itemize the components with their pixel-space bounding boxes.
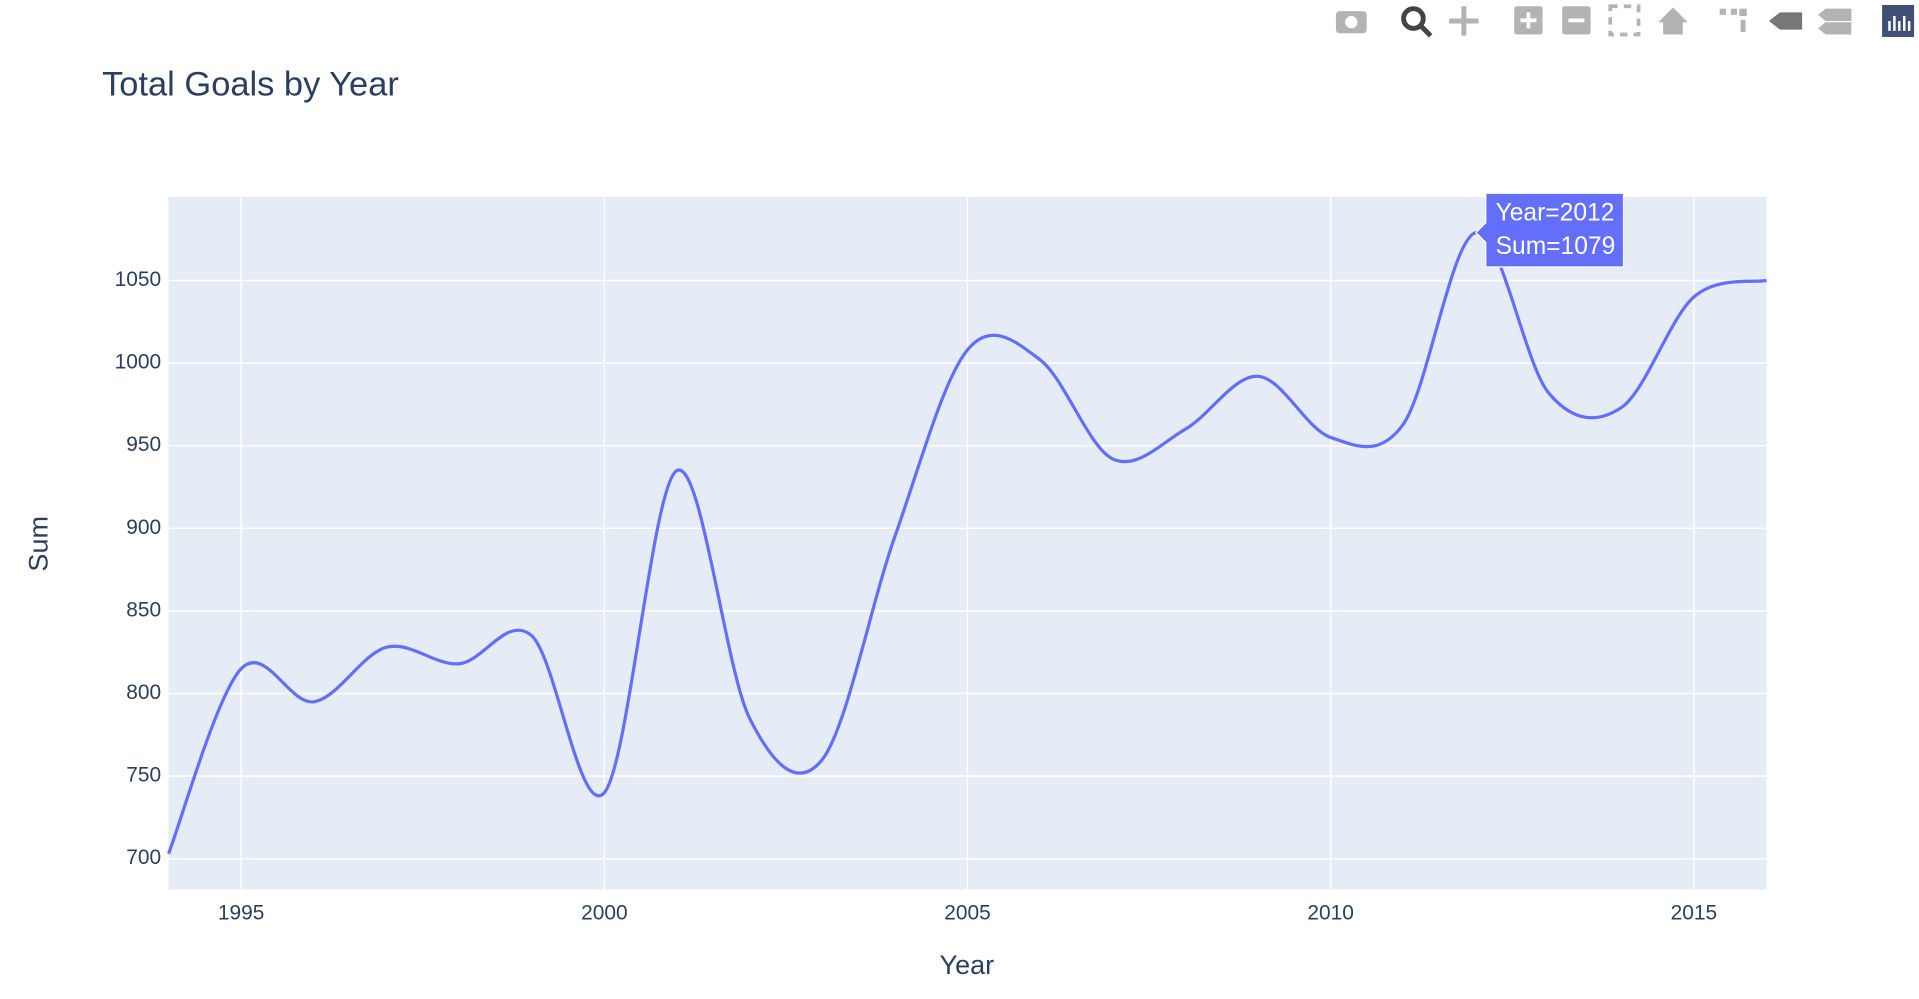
- chart-title: Total Goals by Year: [102, 65, 399, 103]
- pan-button[interactable]: [1449, 6, 1479, 36]
- plotly-logo[interactable]: [1882, 4, 1915, 37]
- hover-text: Year=2012: [1496, 200, 1615, 227]
- hover-compare-button[interactable]: [1818, 8, 1852, 35]
- y-tick-label: 850: [126, 598, 161, 621]
- y-axis-title: Sum: [24, 516, 54, 572]
- reset-button[interactable]: [1658, 7, 1688, 35]
- modebar: [1335, 4, 1915, 38]
- y-tick-label: 900: [126, 516, 161, 539]
- zoom-in-button[interactable]: [1514, 6, 1543, 35]
- hover-text: Sum=1079: [1496, 233, 1616, 260]
- x-tick-label: 1995: [218, 902, 265, 925]
- autoscale-button[interactable]: [1608, 4, 1641, 37]
- y-tick-label: 1000: [115, 351, 162, 374]
- y-tick-label: 800: [126, 681, 161, 704]
- zoom-out-button[interactable]: [1562, 6, 1591, 35]
- y-tick-label: 1050: [115, 268, 162, 291]
- x-tick-label: 2000: [581, 902, 628, 925]
- x-tick-label: 2005: [944, 902, 991, 925]
- hover-box: [1475, 192, 1625, 268]
- x-axis-title: Year: [940, 950, 995, 980]
- y-tick-label: 950: [126, 433, 161, 456]
- grid: 700 750 800 850 900 950 1000 1050 1995 2000 2005 20…: [115, 196, 1767, 925]
- zoom-button[interactable]: [1401, 6, 1433, 38]
- y-tick-label: 700: [126, 846, 161, 869]
- hover-label: Year=2012 Sum=1079: [1475, 192, 1625, 268]
- y-tick-label: 750: [126, 764, 161, 787]
- x-tick-label: 2010: [1307, 902, 1354, 925]
- spikelines-button[interactable]: [1719, 8, 1747, 33]
- camera-button[interactable]: [1335, 11, 1367, 34]
- hover-closest-button[interactable]: [1768, 12, 1803, 30]
- x-tick-label: 2015: [1671, 902, 1718, 925]
